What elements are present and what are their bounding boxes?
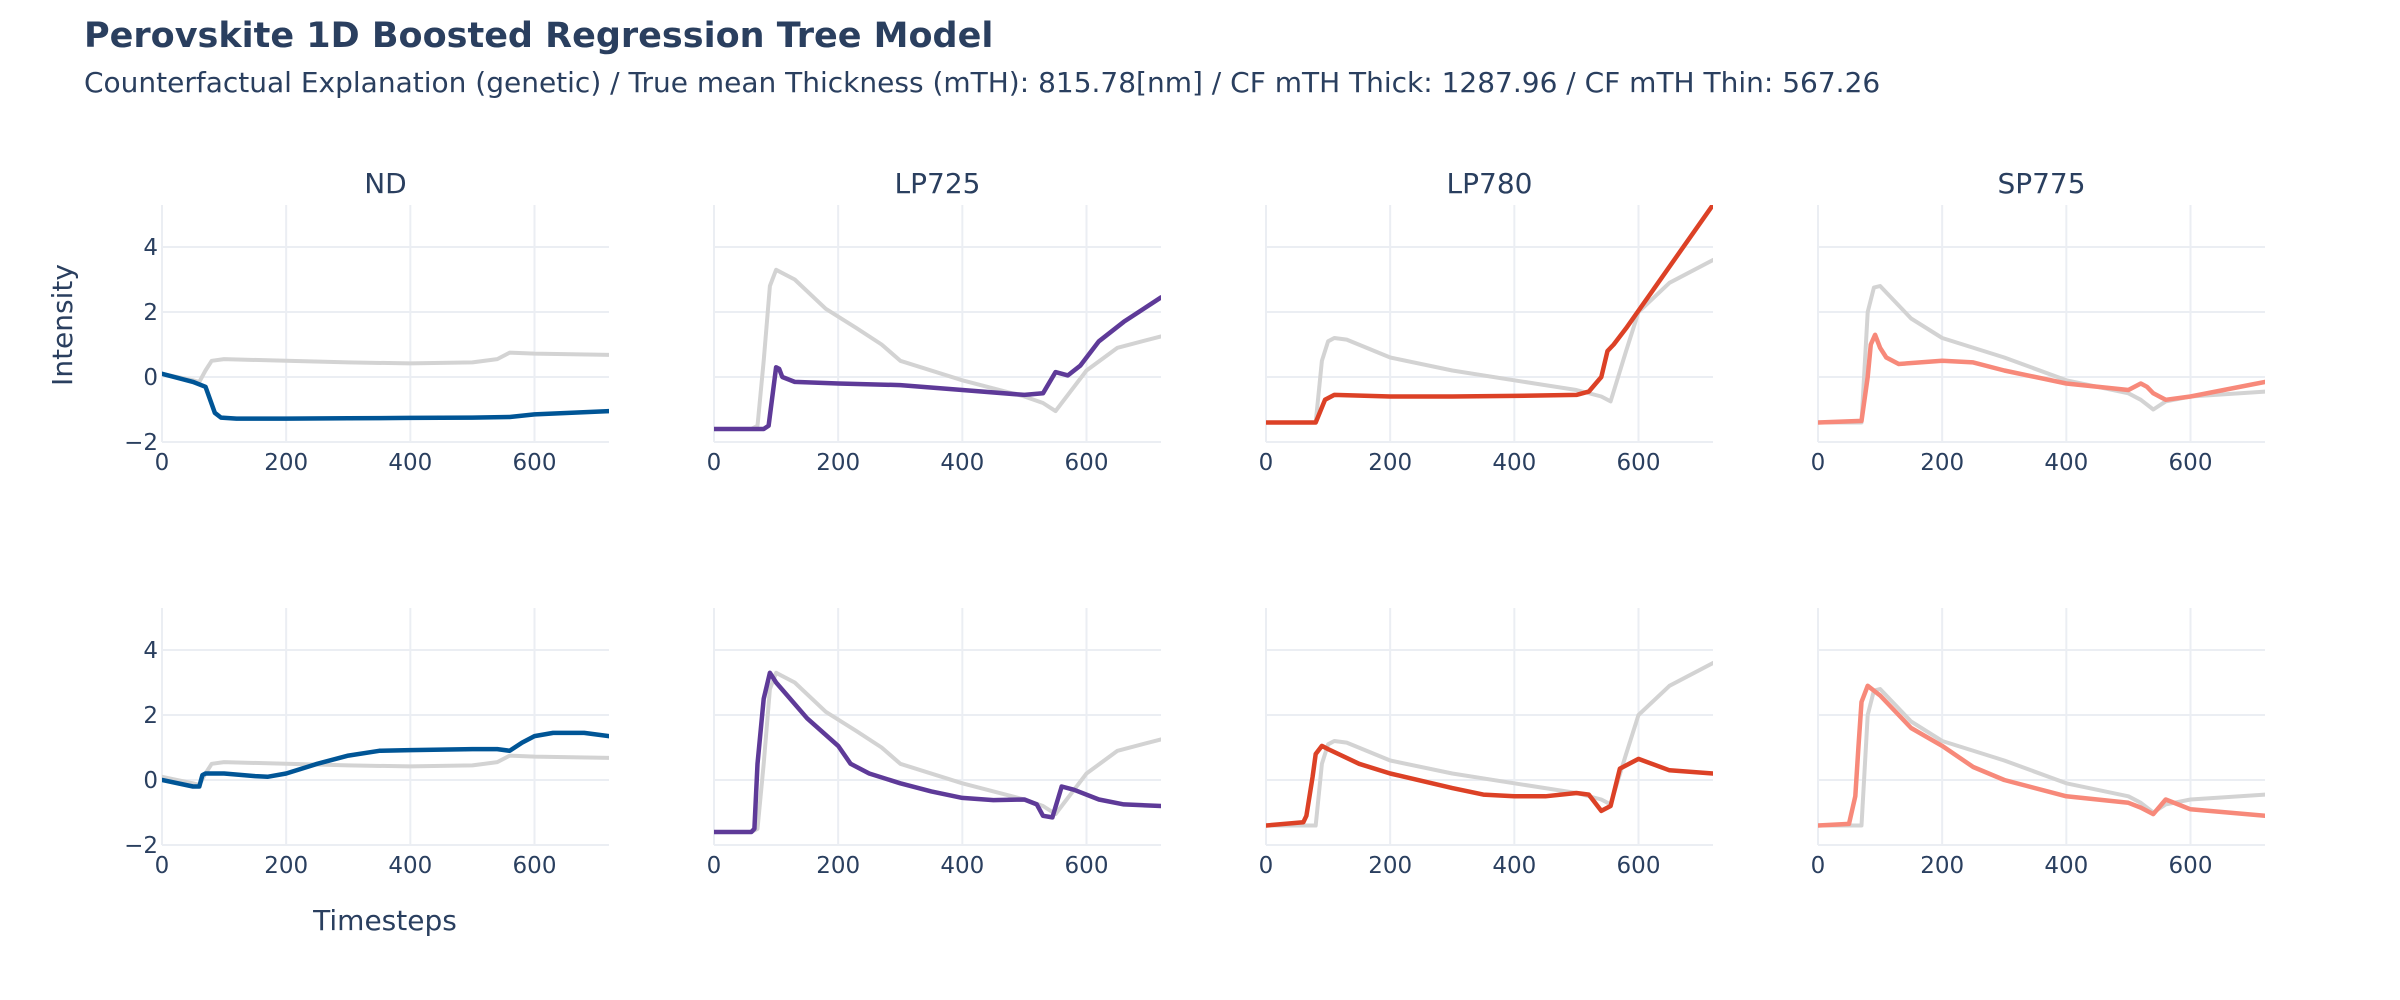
x-axis-title: Timesteps: [312, 904, 457, 937]
series-line-counterfactual-thin: [1818, 683, 2265, 828]
x-tick-label: 600: [513, 450, 557, 476]
x-tick-label: 200: [1368, 450, 1412, 476]
x-tick-label: 200: [1368, 853, 1412, 879]
y-tick-label: 2: [143, 300, 158, 326]
panel-sp775-thin: 0 200 400 600: [1811, 608, 2265, 879]
x-tick-label: 200: [1920, 450, 1964, 476]
series-line-counterfactual-thin: [714, 670, 1161, 835]
y-tick-label: 0: [143, 365, 158, 391]
x-tick-label: 0: [707, 450, 722, 476]
series-line-original: [162, 350, 609, 384]
series-line-counterfactual-thick: [714, 295, 1161, 432]
x-tick-label: 400: [2044, 450, 2088, 476]
y-axis-title: Intensity: [46, 264, 79, 386]
subplot-title-sp775: SP775: [1997, 167, 2085, 200]
x-tick-label: 0: [1811, 853, 1826, 879]
y-tick-label: 4: [143, 235, 158, 261]
series-line-original: [714, 267, 1161, 431]
x-tick-label: 0: [707, 853, 722, 879]
y-tick-label: 2: [143, 703, 158, 729]
y-tick-label: 0: [143, 768, 158, 794]
x-tick-label: 600: [2169, 853, 2213, 879]
x-tick-label: 600: [1065, 450, 1109, 476]
subplot-title-lp725: LP725: [895, 167, 981, 200]
subplot-title-nd: ND: [364, 167, 407, 200]
x-tick-label: 600: [1617, 853, 1661, 879]
panel-sp775-thick: 0 200 400 600 SP775: [1811, 167, 2265, 476]
series-line-counterfactual-thick: [162, 371, 609, 421]
x-tick-label: 0: [1259, 853, 1274, 879]
x-tick-label: 200: [816, 853, 860, 879]
x-tick-label: 200: [1920, 853, 1964, 879]
x-tick-label: 200: [816, 450, 860, 476]
x-tick-label: 200: [264, 853, 308, 879]
series-line-counterfactual-thin: [1266, 743, 1713, 828]
chart-subtitle: Counterfactual Explanation (genetic) / T…: [84, 66, 1881, 99]
panel-lp780-thin: 0 200 400 600: [1259, 608, 1713, 879]
x-tick-label: 400: [940, 450, 984, 476]
panel-lp725-thick: 0 200 400 600 LP725: [707, 167, 1161, 476]
panel-lp725-thin: 0 200 400 600: [707, 608, 1161, 879]
y-tick-label: −2: [124, 430, 158, 456]
x-tick-label: 600: [1065, 853, 1109, 879]
x-tick-label: 600: [2169, 450, 2213, 476]
x-tick-label: 400: [1492, 853, 1536, 879]
x-tick-label: 400: [388, 853, 432, 879]
x-tick-label: 0: [155, 853, 170, 879]
x-tick-label: 200: [264, 450, 308, 476]
series-line-counterfactual-thick: [1818, 332, 2265, 425]
series-line-counterfactual-thin: [162, 730, 609, 789]
series-line-original: [1818, 284, 2265, 425]
series-line-original: [1266, 258, 1713, 425]
y-tick-label: −2: [124, 833, 158, 859]
series-line-original: [1818, 687, 2265, 828]
series-line-original: [714, 670, 1161, 834]
x-tick-label: 0: [1811, 450, 1826, 476]
x-tick-label: 400: [388, 450, 432, 476]
series-line-original: [1266, 661, 1713, 828]
x-tick-label: 0: [155, 450, 170, 476]
x-tick-label: 600: [1617, 450, 1661, 476]
x-tick-label: 0: [1259, 450, 1274, 476]
panel-lp780-thick: 0 200 400 600 LP780: [1259, 167, 1713, 476]
x-tick-label: 400: [2044, 853, 2088, 879]
x-tick-label: 400: [1492, 450, 1536, 476]
x-tick-label: 400: [940, 853, 984, 879]
y-tick-label: 4: [143, 638, 158, 664]
subplot-title-lp780: LP780: [1447, 167, 1533, 200]
series-line-counterfactual-thick: [1266, 205, 1713, 425]
chart-title: Perovskite 1D Boosted Regression Tree Mo…: [84, 16, 994, 56]
x-tick-label: 600: [513, 853, 557, 879]
